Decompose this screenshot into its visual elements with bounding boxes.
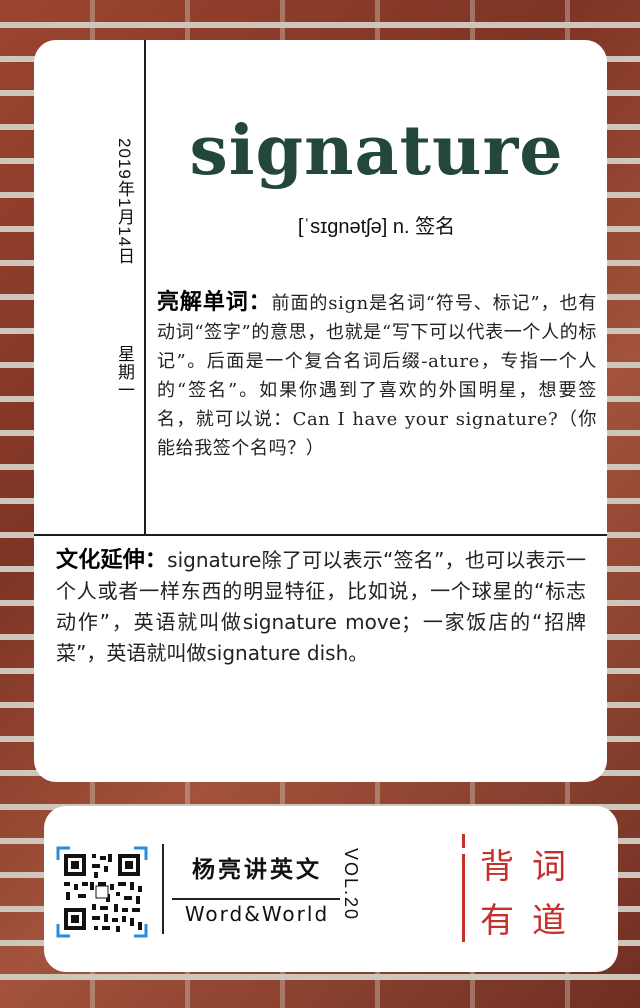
- brand-english: Word&World: [184, 902, 330, 926]
- explanation-paragraph: 亮解单词：前面的sign是名词“符号、标记”，也有动词“签字”的意思，也就是“写…: [157, 288, 597, 463]
- headword: signature: [189, 111, 564, 191]
- footer-divider: [162, 844, 164, 934]
- accent-bar-top: [462, 834, 465, 848]
- footer-card: 杨亮讲英文 Word&World VOL.20 背词有道: [44, 806, 618, 972]
- weekday-label: 星期一: [114, 345, 134, 399]
- culture-text: signature除了可以表示“签名”，也可以表示一个人或者一样东西的明显特征，…: [56, 548, 586, 665]
- phonetic-definition: [ˈsɪɡnətʃə] n. 签名: [297, 216, 456, 238]
- slogan-line-2: 有道: [480, 901, 584, 941]
- brand-name: 杨亮讲英文: [192, 856, 322, 883]
- explanation-text: 前面的sign是名词“符号、标记”，也有动词“签字”的意思，也就是“写下可以代表…: [157, 293, 597, 459]
- culture-paragraph: 文化延伸：signature除了可以表示“签名”，也可以表示一个人或者一样东西的…: [56, 545, 586, 669]
- word-card: 2019年1月14日 星期一 signature [ˈsɪɡnətʃə] n. …: [34, 40, 607, 782]
- explanation-label: 亮解单词：: [157, 290, 272, 315]
- brand-underline: [172, 898, 340, 900]
- volume-label: VOL.20: [341, 848, 361, 922]
- qr-code-icon: [56, 846, 148, 938]
- slogan-line-1: 背词: [480, 847, 584, 887]
- culture-label: 文化延伸：: [56, 548, 168, 573]
- accent-bar: [462, 854, 465, 942]
- horizontal-divider: [34, 534, 607, 536]
- date-label: 2019年1月14日: [115, 138, 134, 266]
- slogan: 背词 有道: [480, 840, 584, 948]
- vertical-divider: [144, 40, 146, 536]
